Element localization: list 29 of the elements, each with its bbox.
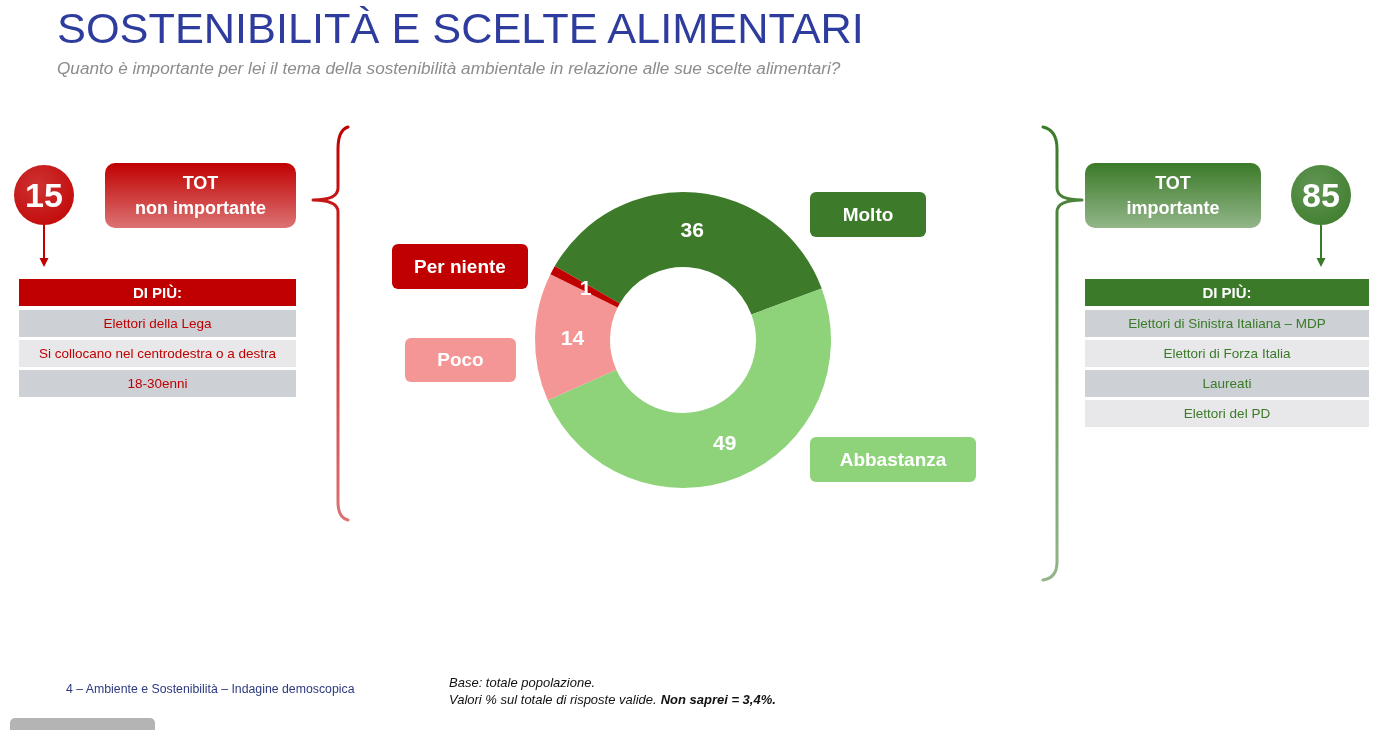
text: Elettori di Sinistra Italiana – MDP [1085, 310, 1369, 337]
data-label: 85 [1291, 165, 1351, 225]
donut-slice [535, 274, 618, 401]
slice-label: Molto [810, 192, 926, 237]
slice-label: Per niente [392, 244, 528, 289]
text: Valori % sul totale di risposte valide. [449, 692, 657, 707]
text: Elettori di Forza Italia [1085, 340, 1369, 367]
donut-slice [550, 266, 620, 308]
data-label: 15 [14, 165, 74, 225]
text: DI PIÙ: [1085, 279, 1369, 306]
text: 4 – Ambiente e Sostenibilità – Indagine demoscopica [66, 682, 355, 697]
slice-label: Poco [405, 338, 516, 382]
text: Si collocano nel centrodestra o a destra [19, 340, 296, 367]
slice-label: Abbastanza [810, 437, 976, 482]
donut-slice [554, 192, 822, 315]
data-label: 14 [560, 326, 585, 350]
data-label: 36 [680, 218, 704, 242]
data-label: 49 [713, 430, 737, 454]
text: TOT non importante [105, 163, 296, 228]
text: Non saprei = 3,4%. [660, 692, 776, 707]
chart-subtitle: Quanto è importante per lei il tema della sostenibilità ambientale in relazione alle sue scelte alimentari? [57, 58, 841, 78]
text: Elettori della Lega [19, 310, 296, 337]
text: Elettori del PD [1085, 400, 1369, 427]
text: 18-30enni [19, 370, 296, 397]
text: Laureati [1085, 370, 1369, 397]
chart-title: SOSTENIBILITÀ E SCELTE ALIMENTARI [57, 4, 864, 52]
text: TOT importante [1085, 163, 1261, 228]
text: Base: totale popolazione. [449, 675, 595, 690]
text: DI PIÙ: [19, 279, 296, 306]
